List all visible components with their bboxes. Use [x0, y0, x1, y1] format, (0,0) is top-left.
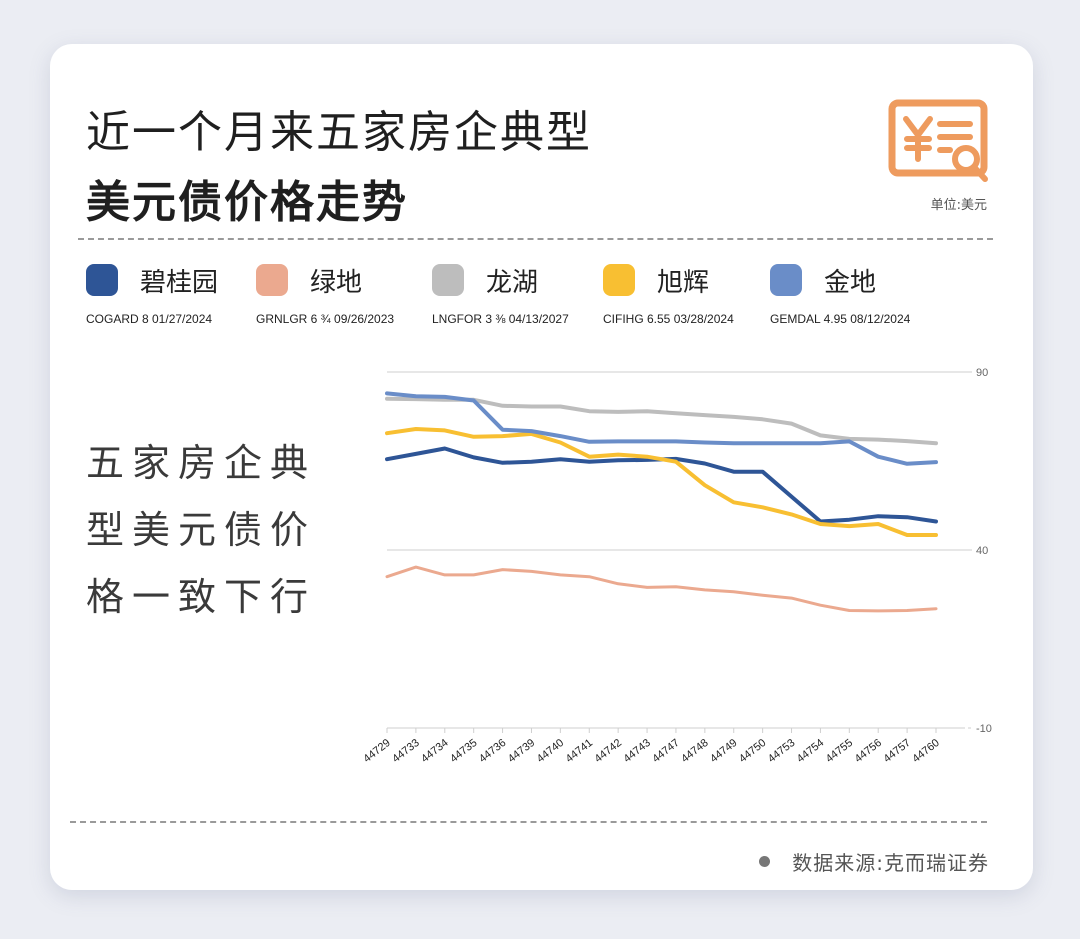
series-line-4: [385, 427, 938, 537]
source-note: 数据来源:克而瑞证券: [759, 847, 989, 876]
x-tick-label: 44749: [708, 737, 739, 765]
line-chart: 9040-10447294473344734447354473644739447…: [361, 367, 992, 765]
x-tick-label: 44729: [361, 737, 392, 765]
legend-item-cogard: 碧桂园 COGARD 8 01/27/2024: [86, 258, 218, 326]
legend-name: 碧桂园: [140, 267, 219, 298]
legend-name: 旭辉: [657, 267, 710, 298]
series-line-5: [385, 391, 938, 466]
legend-item-gemdal: 金地 GEMDAL 4.95 08/12/2024: [770, 258, 910, 326]
summary-line-1: 五家房企典: [86, 441, 317, 485]
x-tick-label: 44735: [448, 737, 479, 765]
series-line-2: [385, 565, 938, 613]
legend-bond-code: GRNLGR 6 ¾ 09/26/2023: [256, 312, 395, 326]
x-tick-label: 44756: [853, 737, 884, 765]
legend-bond-code: LNGFOR 3 ⅜ 04/13/2027: [432, 312, 569, 326]
y-tick-label: 40: [976, 545, 988, 557]
x-tick-label: 44736: [477, 737, 508, 765]
x-tick-label: 44743: [621, 737, 652, 765]
x-tick-label: 44733: [390, 737, 421, 765]
legend-swatch: [770, 264, 802, 296]
y-tick-label: -10: [976, 723, 992, 735]
legend-name: 龙湖: [486, 267, 539, 298]
bullet-dot-icon: [759, 856, 771, 867]
x-tick-label: 44741: [564, 737, 595, 765]
x-tick-label: 44750: [737, 737, 768, 765]
legend-item-grnlgr: 绿地 GRNLGR 6 ¾ 09/26/2023: [256, 258, 394, 326]
infographic-card: 近一个月来五家房企典型 美元债价格走势 单位:美元 碧桂园 COGARD 8 0…: [50, 44, 1033, 890]
legend-item-cifihg: 旭辉 CIFIHG 6.55 03/28/2024: [603, 258, 734, 326]
legend-bond-code: COGARD 8 01/27/2024: [86, 312, 213, 326]
legend-swatch: [86, 264, 118, 296]
x-tick-label: 44757: [881, 737, 912, 765]
title-line-1: 近一个月来五家房企典型: [86, 107, 592, 158]
legend-swatch: [256, 264, 288, 296]
x-tick-label: 44742: [593, 737, 624, 765]
x-tick-label: 44739: [506, 737, 537, 765]
x-tick-label: 44748: [679, 737, 710, 765]
x-tick-label: 44755: [824, 737, 855, 765]
legend-swatch: [603, 264, 635, 296]
unit-label: 单位:美元: [930, 198, 987, 213]
summary-line-2: 型美元债价: [86, 508, 317, 552]
x-tick-label: 44754: [795, 737, 826, 765]
legend-bond-code: CIFIHG 6.55 03/28/2024: [603, 312, 734, 326]
summary-line-3: 格一致下行: [86, 575, 317, 619]
source-text: 数据来源:克而瑞证券: [792, 851, 989, 875]
yen-document-search-icon: [888, 99, 988, 182]
x-tick-label: 44747: [650, 737, 681, 765]
legend-name: 金地: [824, 267, 877, 298]
legend: 碧桂园 COGARD 8 01/27/2024 绿地 GRNLGR 6 ¾ 09…: [86, 258, 986, 338]
x-tick-label: 44760: [910, 737, 941, 765]
x-tick-label: 44740: [535, 737, 566, 765]
top-divider: [78, 238, 993, 240]
legend-name: 绿地: [310, 267, 363, 298]
legend-bond-code: GEMDAL 4.95 08/12/2024: [770, 312, 911, 326]
summary-text: 五家房企典 型美元债价 格一致下行: [86, 430, 346, 631]
legend-item-lngfor: 龙湖 LNGFOR 3 ⅜ 04/13/2027: [432, 258, 569, 326]
x-tick-label: 44753: [766, 737, 797, 765]
legend-swatch: [432, 264, 464, 296]
title-line-2: 美元债价格走势: [86, 177, 408, 228]
series-line-3: [385, 396, 938, 446]
x-tick-label: 44734: [419, 737, 450, 765]
bottom-divider: [70, 821, 987, 823]
y-tick-label: 90: [976, 367, 988, 379]
